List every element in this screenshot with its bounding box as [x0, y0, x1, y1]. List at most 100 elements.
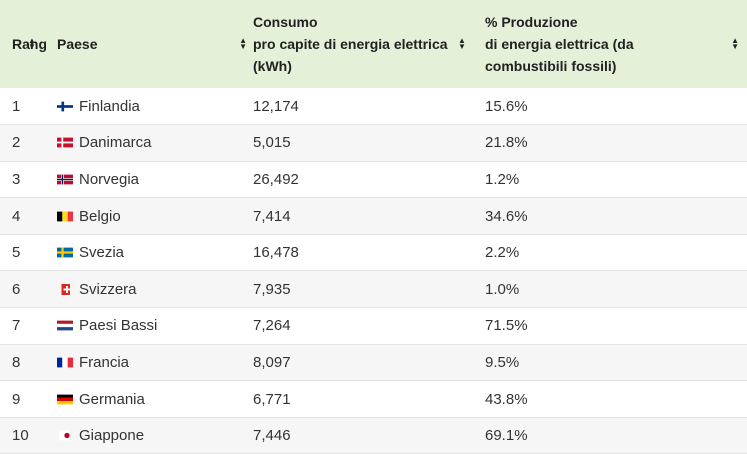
- table-row: 9 Germania 6,771 43.8%: [0, 381, 747, 418]
- japan-flag-icon: [59, 430, 70, 441]
- sort-icon[interactable]: ▲ ▼: [28, 36, 36, 51]
- consumption-cell: 7,935: [253, 280, 291, 298]
- fossil-share-cell: 43.8%: [485, 390, 528, 408]
- fossil-share-cell: 9.5%: [485, 353, 520, 371]
- germany-flag-icon: [57, 394, 73, 405]
- consumption-column-header[interactable]: Consumo pro capite di energia elettrica …: [253, 0, 485, 88]
- consumption-cell: 26,492: [253, 170, 299, 188]
- fossil-column-header[interactable]: % Produzione di energia elettrica (da co…: [485, 0, 747, 88]
- table-row: 8 Francia 8,097 9.5%: [0, 344, 747, 381]
- fossil-share-cell: 1.2%: [485, 170, 520, 188]
- country-name: Finlandia: [79, 97, 140, 115]
- country-cell: Norvegia: [57, 161, 253, 198]
- fossil-header-label: % Produzione di energia elettrica (da co…: [485, 11, 747, 77]
- fossil-share-cell: 15.6%: [485, 97, 528, 115]
- consumption-cell: 16,478: [253, 244, 299, 262]
- rank-header-label: Rango: [12, 36, 46, 52]
- finland-flag-icon: [57, 101, 73, 112]
- table-row: 3 Norvegia 26,492 1.2%: [0, 161, 747, 198]
- consumption-cell: 7,446: [253, 427, 291, 445]
- table-row: 6 Svizzera 7,935 1.0%: [0, 270, 747, 308]
- consumption-header-label: Consumo pro capite di energia elettrica …: [253, 11, 485, 77]
- country-cell: Belgio: [57, 198, 253, 235]
- table-row: 1 Finlandia 12,174 15.6%: [0, 88, 747, 125]
- switzerland-flag-icon: [59, 283, 70, 295]
- rank-cell: 9: [12, 390, 21, 408]
- rank-cell: 5: [12, 244, 21, 262]
- consumption-header-line3: (kWh): [253, 58, 292, 74]
- rank-cell: 8: [12, 353, 21, 371]
- rank-cell: 3: [12, 170, 21, 188]
- fossil-share-cell: 71.5%: [485, 317, 528, 335]
- fossil-share-cell: 2.2%: [485, 244, 520, 262]
- country-wrap: Giappone: [57, 427, 253, 444]
- rank-column-header[interactable]: Rango ▲▼: [0, 0, 57, 88]
- country-header-label: Paese: [57, 36, 98, 52]
- sort-icon[interactable]: ▲ ▼: [239, 36, 247, 51]
- consumption-header-line1: Consumo: [253, 14, 318, 30]
- country-name: Germania: [79, 390, 145, 408]
- sweden-flag-icon: [57, 247, 73, 258]
- table-row: 2 Danimarca 5,015 21.8%: [0, 124, 747, 162]
- norway-flag-icon: [57, 174, 73, 185]
- consumption-cell: 7,264: [253, 317, 291, 335]
- fossil-share-cell: 1.0%: [485, 280, 520, 298]
- consumption-cell: 8,097: [253, 353, 291, 371]
- fossil-header-line1: % Produzione: [485, 14, 578, 30]
- country-cell: Danimarca: [57, 125, 253, 162]
- denmark-flag-icon: [57, 137, 73, 148]
- sort-icon[interactable]: ▲ ▼: [731, 36, 739, 51]
- rank-cell: 6: [12, 280, 21, 298]
- table-row: 10 Giappone 7,446 69.1%: [0, 417, 747, 454]
- country-wrap: Belgio: [57, 208, 253, 225]
- rank-cell: 7: [12, 317, 21, 335]
- country-wrap: Svizzera: [57, 281, 253, 298]
- consumption-cell: 7,414: [253, 207, 291, 225]
- country-wrap: Svezia: [57, 244, 253, 261]
- country-wrap: Germania: [57, 391, 253, 408]
- country-name: Danimarca: [79, 134, 152, 152]
- country-cell: Francia: [57, 344, 253, 381]
- consumption-cell: 6,771: [253, 390, 291, 408]
- country-wrap: Danimarca: [57, 134, 253, 151]
- fossil-share-cell: 69.1%: [485, 427, 528, 445]
- country-wrap: Paesi Bassi: [57, 317, 253, 334]
- netherlands-flag-icon: [57, 320, 73, 331]
- fossil-share-cell: 34.6%: [485, 207, 528, 225]
- france-flag-icon: [57, 357, 73, 368]
- country-cell: Giappone: [57, 417, 253, 454]
- table-row: 7 Paesi Bassi 7,264 71.5%: [0, 308, 747, 345]
- sort-icon[interactable]: ▲ ▼: [458, 36, 466, 51]
- rank-cell: 4: [12, 207, 21, 225]
- belgium-flag-icon: [57, 211, 73, 222]
- country-name: Svezia: [79, 244, 125, 262]
- country-cell: Svezia: [57, 234, 253, 271]
- table-body: 1 Finlandia 12,174 15.6% 2 Danimarca 5,0…: [0, 88, 747, 454]
- table-header-row: Rango ▲▼ Paese ▲▼ Consumo pro capite di …: [0, 0, 747, 88]
- country-cell: Svizzera: [57, 271, 253, 308]
- country-name: Norvegia: [79, 170, 140, 188]
- country-wrap: Finlandia: [57, 98, 253, 115]
- consumption-cell: 5,015: [253, 134, 291, 152]
- country-cell: Finlandia: [57, 88, 253, 125]
- rank-cell: 10: [12, 427, 29, 445]
- fossil-header-line2: di energia elettrica (da: [485, 36, 634, 52]
- country-name: Svizzera: [79, 280, 137, 298]
- country-name: Belgio: [79, 207, 121, 225]
- consumption-cell: 12,174: [253, 97, 299, 115]
- country-name: Francia: [79, 353, 130, 371]
- table-row: 4 Belgio 7,414 34.6%: [0, 197, 747, 235]
- consumption-header-line2: pro capite di energia elettrica: [253, 36, 448, 52]
- fossil-header-line3: combustibili fossili): [485, 58, 617, 74]
- country-cell: Germania: [57, 381, 253, 418]
- country-column-header[interactable]: Paese ▲ ▼: [57, 0, 253, 88]
- country-wrap: Francia: [57, 354, 253, 371]
- country-name: Giappone: [79, 427, 145, 445]
- fossil-share-cell: 21.8%: [485, 134, 528, 152]
- country-cell: Paesi Bassi: [57, 308, 253, 345]
- rank-cell: 1: [12, 97, 21, 115]
- country-wrap: Norvegia: [57, 171, 253, 188]
- rank-cell: 2: [12, 134, 21, 152]
- country-name: Paesi Bassi: [79, 317, 158, 335]
